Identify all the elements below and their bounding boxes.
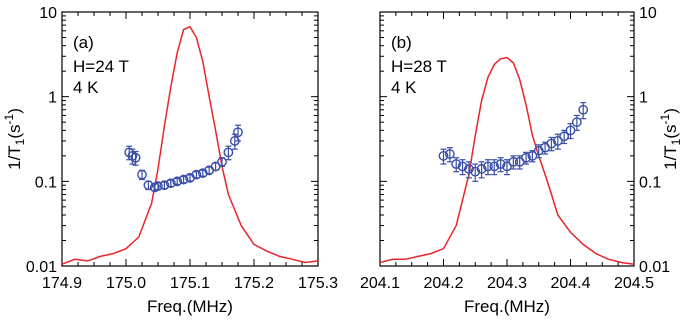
temperature-annotation: 4 K: [391, 78, 417, 97]
t1-point: [483, 161, 493, 172]
y-tick-label: 0.01: [639, 259, 670, 276]
y-tick-label: 0.1: [35, 174, 57, 191]
t1-point: [508, 156, 519, 167]
t1-point: [191, 169, 202, 180]
y-tick-label: 0.1: [639, 174, 661, 191]
t1-point: [559, 131, 570, 142]
x-tick-label: 175.3: [298, 275, 338, 292]
t1-point: [223, 147, 234, 158]
y-tick-label: 10: [39, 5, 57, 22]
t1-point: [527, 150, 538, 161]
y-axis-title-superscript: -1: [658, 113, 672, 124]
y-axis-title-part: ): [5, 108, 24, 114]
y-tick-label: 0.01: [26, 259, 57, 276]
y-axis-title-part: 1/T: [661, 145, 680, 170]
y-tick-label: 1: [48, 90, 57, 107]
x-tick-label: 204.4: [550, 275, 590, 292]
t1-point: [457, 161, 468, 172]
x-tick-label: 175.2: [234, 275, 274, 292]
t1-point: [137, 169, 147, 180]
y-axis-title-part: (s: [661, 124, 680, 138]
t1-point: [172, 176, 183, 187]
chart-panel-a: 174.9 175.0 175.1 175.2 175.3 0.01 0.1 1 10 (a) H=…: [2, 5, 338, 316]
y-axis-title: 1/T1(s-1): [2, 108, 27, 170]
t1-point: [521, 152, 531, 163]
t1-point: [438, 150, 449, 161]
t1-point: [153, 181, 163, 191]
t1-point: [489, 161, 500, 172]
x-tick-label: 174.9: [42, 275, 82, 292]
temperature-annotation: 4 K: [73, 78, 99, 97]
y-axis-title-subscript: 1: [13, 138, 27, 145]
panel-label: (a): [73, 33, 94, 52]
t1-point: [495, 159, 506, 169]
y-axis-title-subscript: 1: [669, 138, 683, 145]
t1-point: [571, 117, 582, 128]
plot-frame: [379, 11, 635, 267]
field-annotation: H=24 T: [73, 57, 129, 76]
t1-point: [143, 180, 154, 191]
t1-point: [130, 152, 141, 163]
x-tick-label: 175.1: [170, 275, 210, 292]
t1-point: [552, 136, 563, 146]
plot-frame: [61, 11, 319, 267]
y-axis-title: 1/T1(s-1): [658, 108, 683, 170]
x-tick-label: 175.0: [106, 275, 146, 292]
x-tick-label: 204.1: [360, 275, 400, 292]
t1-point: [502, 161, 512, 172]
t1-point: [463, 164, 474, 174]
t1-point: [578, 104, 589, 115]
x-tick-label: 204.5: [614, 275, 654, 292]
t1-point: [178, 174, 189, 185]
x-axis-title: Freq.(MHz): [464, 297, 550, 316]
spectrum-line: [61, 25, 319, 265]
y-tick-label: 10: [639, 5, 657, 22]
spectrum-line: [379, 56, 635, 265]
panel-label: (b): [391, 33, 412, 52]
y-tick-label: 1: [639, 90, 648, 107]
t1-point: [546, 138, 557, 149]
x-tick-label: 204.2: [423, 275, 463, 292]
t1-point: [233, 127, 243, 138]
chart-panel-b: 204.1 204.2 204.3 204.4 204.50.01 0.1 1 10 (b) H=…: [360, 5, 683, 316]
t1-point: [444, 149, 455, 159]
x-tick-label: 204.3: [487, 275, 527, 292]
x-axis-title: Freq.(MHz): [147, 297, 233, 316]
y-axis-title-part: (s: [5, 124, 24, 138]
y-axis-title-part: ): [661, 108, 680, 114]
t1-point: [159, 180, 170, 191]
y-axis-title-superscript: -1: [2, 113, 16, 124]
field-annotation: H=28 T: [391, 57, 447, 76]
y-axis-title-part: 1/T: [5, 145, 24, 170]
t1-point: [165, 178, 176, 189]
t1-point: [470, 166, 481, 177]
t1-point: [476, 164, 487, 174]
t1-point: [217, 156, 227, 167]
t1-point: [451, 159, 462, 169]
